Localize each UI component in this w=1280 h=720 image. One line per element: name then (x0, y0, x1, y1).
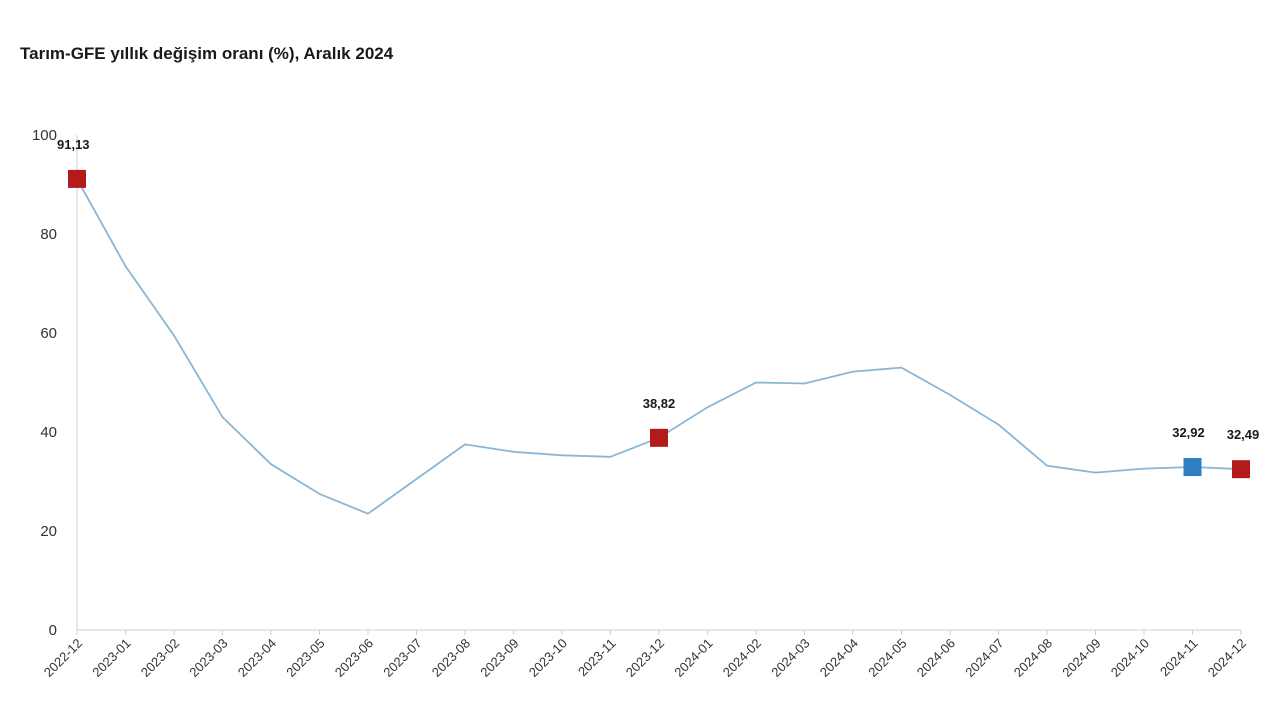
chart-title: Tarım-GFE yıllık değişim oranı (%), Aral… (20, 44, 394, 63)
series-line (76, 178, 1242, 515)
x-tick-label: 2023-11 (575, 636, 619, 680)
y-tick-label: 60 (40, 325, 57, 342)
x-tick-label: 2023-01 (89, 636, 133, 680)
x-tick-label: 2024-05 (865, 636, 909, 680)
x-tick-label: 2023-08 (429, 636, 473, 680)
x-tick-label: 2024-03 (768, 636, 812, 680)
data-label: 91,13 (57, 137, 90, 152)
x-tick-label: 2023-06 (332, 636, 376, 680)
x-tick-label: 2024-09 (1059, 636, 1103, 680)
x-tick-label: 2024-04 (817, 636, 861, 680)
y-tick-label: 0 (49, 622, 57, 639)
data-label: 32,92 (1172, 425, 1205, 440)
x-tick-label: 2023-10 (526, 636, 570, 680)
x-tick-label: 2024-06 (914, 636, 958, 680)
x-tick-label: 2023-04 (235, 636, 279, 680)
x-tick-label: 2023-07 (380, 636, 424, 680)
x-tick-label: 2024-07 (962, 636, 1006, 680)
y-tick-label: 80 (40, 226, 57, 243)
data-label: 32,49 (1227, 427, 1260, 442)
x-tick-label: 2023-12 (623, 636, 667, 680)
x-tick-label: 2024-11 (1157, 636, 1201, 680)
x-tick-label: 2024-08 (1011, 636, 1055, 680)
data-label: 38,82 (643, 396, 676, 411)
x-tick-label: 2023-03 (186, 636, 230, 680)
y-tick-label: 20 (40, 523, 57, 540)
highlight-marker (1232, 460, 1250, 479)
x-tick-label: 2024-12 (1205, 636, 1249, 680)
x-tick-label: 2022-12 (41, 636, 85, 680)
y-tick-label: 40 (40, 424, 57, 441)
x-tick-label: 2023-09 (477, 636, 521, 680)
highlight-marker (650, 428, 668, 447)
x-tick-label: 2024-02 (720, 636, 764, 680)
x-tick-label: 2023-05 (283, 636, 327, 680)
highlight-marker (1183, 458, 1202, 477)
x-tick-label: 2023-02 (138, 636, 182, 680)
x-tick-label: 2024-01 (671, 636, 715, 680)
y-tick-label: 100 (32, 127, 57, 144)
highlight-marker (68, 169, 86, 188)
x-tick-label: 2024-10 (1108, 636, 1152, 680)
